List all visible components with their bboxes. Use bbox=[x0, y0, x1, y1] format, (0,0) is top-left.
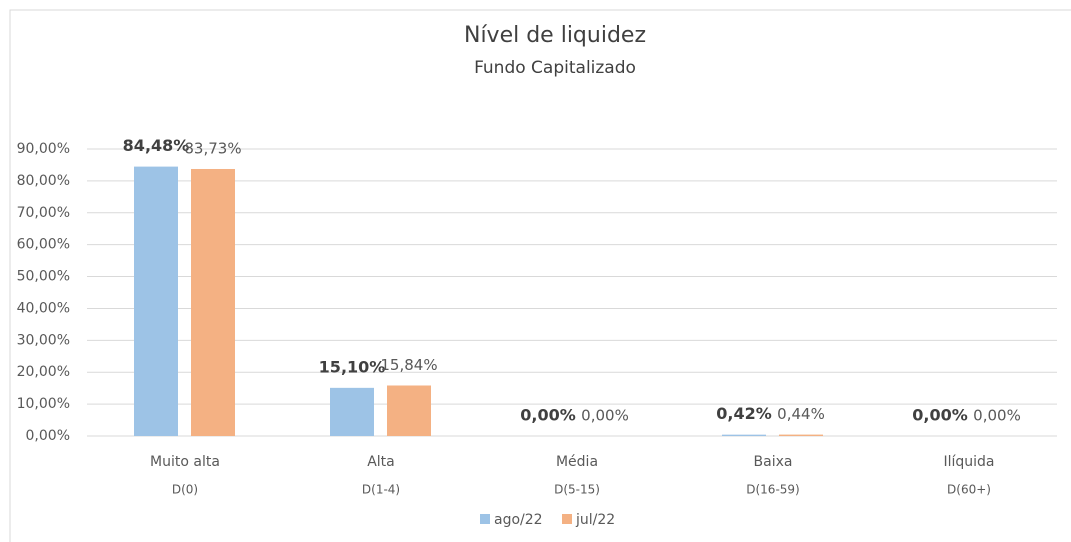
y-tick-label: 20,00% bbox=[17, 364, 70, 380]
y-tick-label: 0,00% bbox=[26, 428, 70, 444]
bar bbox=[330, 387, 374, 436]
x-tick-sublabel: D(0) bbox=[172, 483, 198, 497]
x-tick-label: Média bbox=[556, 454, 598, 470]
y-tick-label: 10,00% bbox=[17, 396, 70, 412]
x-tick-sublabel: D(5-15) bbox=[554, 483, 600, 497]
bar bbox=[779, 434, 823, 436]
y-tick-label: 70,00% bbox=[17, 205, 70, 221]
data-label: 0,00% bbox=[581, 407, 629, 425]
data-label: 15,84% bbox=[380, 356, 437, 374]
legend-swatch bbox=[480, 514, 490, 524]
x-tick-label: Baixa bbox=[754, 454, 793, 470]
y-tick-label: 90,00% bbox=[17, 141, 70, 157]
x-tick-sublabel: D(1-4) bbox=[362, 483, 400, 497]
legend-label: ago/22 bbox=[494, 512, 543, 528]
data-label: 0,00% bbox=[973, 407, 1021, 425]
bar bbox=[722, 434, 766, 436]
data-label: 84,48% bbox=[123, 136, 190, 155]
chart-subtitle: Fundo Capitalizado bbox=[474, 58, 636, 78]
data-label: 0,00% bbox=[912, 406, 968, 425]
chart-frame bbox=[9, 9, 1071, 542]
data-label: 83,73% bbox=[184, 139, 241, 157]
data-label: 0,00% bbox=[520, 406, 576, 425]
x-tick-label: Alta bbox=[367, 454, 395, 470]
y-tick-label: 50,00% bbox=[17, 269, 70, 285]
legend-label: jul/22 bbox=[575, 512, 615, 528]
bar bbox=[191, 168, 235, 437]
bar bbox=[134, 166, 178, 436]
y-tick-label: 60,00% bbox=[17, 237, 70, 253]
data-label: 0,44% bbox=[777, 405, 825, 423]
x-tick-sublabel: D(60+) bbox=[947, 483, 991, 497]
y-tick-label: 30,00% bbox=[17, 332, 70, 348]
data-label: 0,42% bbox=[716, 404, 772, 423]
y-tick-label: 40,00% bbox=[17, 300, 70, 316]
chart-title: Nível de liquidez bbox=[464, 23, 646, 48]
x-tick-sublabel: D(16-59) bbox=[746, 483, 799, 497]
x-tick-label: Muito alta bbox=[150, 454, 220, 470]
y-tick-label: 80,00% bbox=[17, 173, 70, 189]
bar bbox=[387, 385, 431, 436]
x-tick-label: Ilíquida bbox=[943, 454, 994, 470]
data-label: 15,10% bbox=[319, 357, 386, 376]
legend-swatch bbox=[562, 514, 572, 524]
